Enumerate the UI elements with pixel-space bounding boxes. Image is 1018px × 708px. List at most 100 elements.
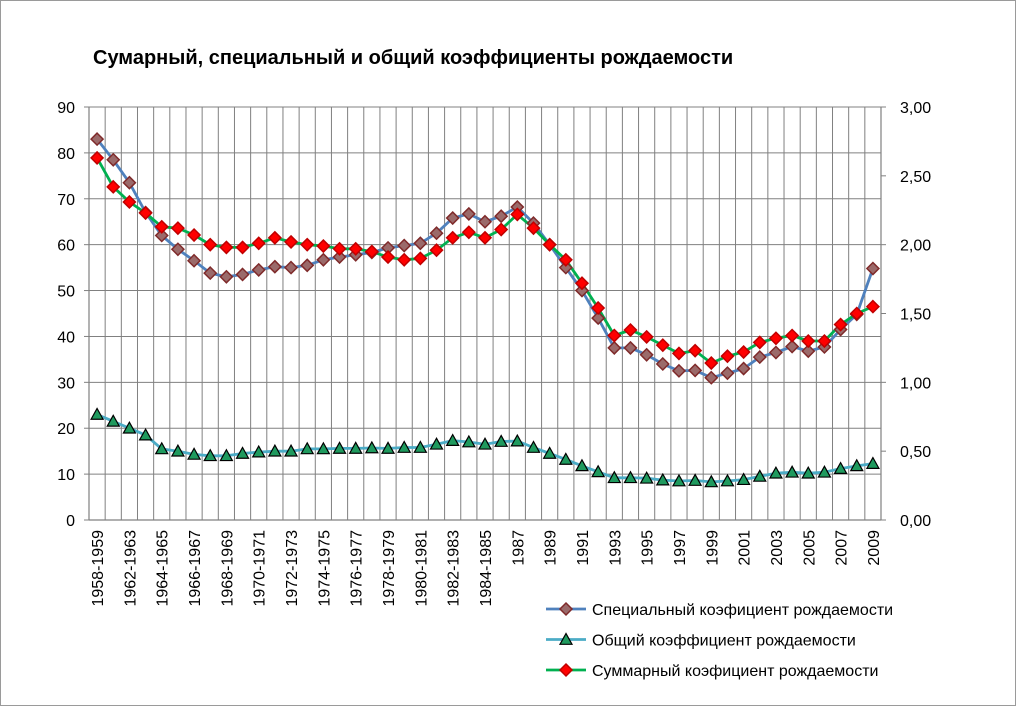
data-point-series-3 (655, 338, 670, 353)
x-tick-label: 1978-1979 (381, 530, 398, 607)
x-tick-label: 1984-1985 (478, 530, 495, 607)
data-point-series-3 (591, 300, 606, 316)
data-point-series-2 (833, 461, 848, 475)
data-point-series-1 (122, 175, 137, 190)
x-tick-label: 2005 (801, 530, 818, 566)
data-point-series-3 (704, 355, 719, 371)
data-point-series-2 (219, 448, 234, 462)
data-point-series-3 (461, 225, 476, 240)
series-line-3 (95, 157, 874, 365)
legend-label-2: Общий коэффициент рождаемости (592, 633, 856, 650)
y-tick-label-right: 0,00 (900, 513, 931, 530)
x-tick-label: 1976-1977 (349, 530, 366, 607)
data-point-series-1 (461, 206, 476, 221)
data-point-series-1 (752, 350, 767, 365)
data-point-series-1 (655, 356, 670, 372)
data-point-series-3 (429, 243, 444, 258)
y-tick-label-left: 40 (57, 329, 75, 346)
data-point-series-2 (429, 437, 444, 450)
data-point-series-3 (639, 329, 654, 344)
data-point-series-2 (655, 472, 670, 486)
data-point-series-1 (316, 252, 331, 267)
data-point-series-1 (736, 361, 751, 376)
x-tick-label: 1989 (543, 530, 560, 566)
y-tick-label-right: 0,50 (900, 444, 931, 461)
data-point-series-1 (332, 249, 347, 265)
data-point-series-3 (817, 333, 832, 349)
data-point-series-1 (558, 260, 573, 275)
data-point-series-3 (267, 230, 282, 245)
legend-label-3: Суммарный коэфициент рождаемости (592, 663, 878, 680)
x-tick-label: 1958-1959 (90, 530, 107, 607)
data-point-series-1 (203, 266, 218, 281)
data-point-series-2 (381, 441, 396, 454)
data-point-series-2 (300, 441, 315, 455)
data-point-series-1 (106, 152, 121, 167)
data-point-series-2 (752, 469, 767, 482)
data-point-series-1 (574, 283, 590, 298)
data-point-series-2 (477, 437, 493, 450)
y-tick-label-left: 80 (57, 146, 75, 163)
data-point-series-1 (187, 253, 202, 268)
data-point-series-2 (494, 434, 509, 447)
data-point-series-1 (768, 345, 783, 360)
data-point-series-1 (591, 311, 606, 326)
data-point-series-3 (283, 234, 299, 249)
x-tick-label: 1968-1969 (219, 530, 236, 607)
data-point-series-1 (801, 344, 816, 359)
data-point-series-2 (785, 465, 800, 478)
data-point-series-3 (768, 331, 783, 346)
data-point-series-2 (413, 440, 428, 453)
data-point-series-3 (170, 221, 185, 236)
data-point-series-1 (397, 238, 412, 253)
data-point-series-2 (170, 443, 185, 457)
data-point-series-2 (397, 440, 412, 453)
data-point-series-2 (704, 474, 719, 488)
data-point-series-2 (607, 470, 622, 484)
chart-legend: Специальный коэфициент рождаемости Общий … (546, 601, 893, 680)
x-tick-label: 2009 (866, 530, 883, 566)
data-point-series-2 (671, 473, 686, 487)
y-tick-label-right: 1,50 (900, 307, 931, 324)
legend-marker-3 (558, 662, 574, 678)
data-point-series-3 (138, 205, 153, 221)
data-point-series-1 (477, 214, 493, 229)
data-point-series-2 (235, 446, 250, 459)
data-point-series-1 (671, 363, 687, 378)
x-tick-label: 1999 (704, 530, 721, 566)
data-point-series-2 (203, 448, 218, 462)
data-point-series-1 (283, 260, 299, 275)
data-point-series-1 (235, 267, 250, 282)
x-tick-label: 1995 (640, 530, 657, 566)
data-point-series-3 (235, 240, 250, 255)
x-tick-label: 1982-1983 (446, 530, 463, 607)
data-point-series-2 (332, 441, 347, 454)
data-point-series-2 (138, 427, 153, 441)
chart-title: Сумарный, специальный и общий коэффициен… (93, 47, 734, 69)
data-point-series-2 (591, 464, 606, 478)
legend-label-1: Специальный коэфициент рождаемости (592, 602, 893, 619)
data-point-series-3 (219, 240, 234, 255)
x-tick-label: 1997 (672, 530, 689, 566)
data-point-series-2 (122, 420, 137, 434)
x-tick-label: 2007 (834, 530, 851, 566)
data-point-series-3 (380, 249, 396, 265)
data-point-series-1 (300, 258, 315, 273)
data-point-series-2 (736, 472, 751, 486)
data-point-series-3 (494, 222, 509, 237)
data-point-series-2 (574, 458, 589, 472)
data-point-series-3 (607, 328, 622, 343)
data-point-series-1 (704, 370, 719, 385)
y-tick-label-left: 60 (57, 238, 75, 255)
data-point-series-2 (720, 473, 735, 487)
x-tick-label: 1991 (575, 530, 592, 566)
x-tick-label: 1972-1973 (284, 530, 301, 607)
data-point-series-3 (300, 237, 315, 252)
data-point-series-3 (477, 230, 493, 245)
data-point-series-3 (203, 237, 218, 252)
x-tick-label: 1962-1963 (122, 530, 139, 607)
data-point-series-3 (833, 317, 848, 332)
data-point-series-1 (494, 209, 509, 224)
x-tick-label: 2003 (769, 530, 786, 566)
